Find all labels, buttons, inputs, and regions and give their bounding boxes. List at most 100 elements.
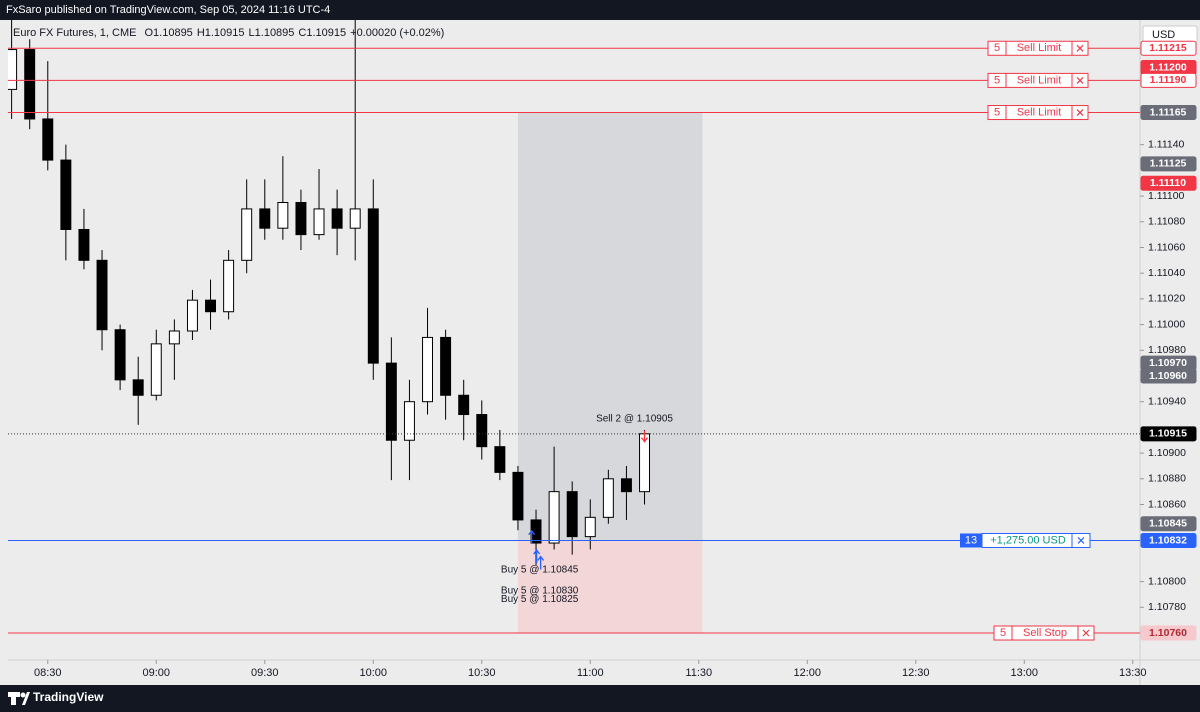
legend-open: O1.10895 (144, 27, 192, 39)
x-tick-label: 13:30 (1119, 667, 1147, 679)
price-badge (1140, 516, 1197, 532)
header-bar (0, 0, 1200, 20)
candle-body (458, 394, 470, 416)
candle-body (512, 471, 524, 521)
order-qty: 5 (994, 106, 1000, 118)
price-badge (1140, 40, 1197, 56)
buy-arrow (528, 529, 536, 544)
y-tick-label: 1.10940 (1148, 395, 1186, 407)
legend-high: H1.10915 (197, 27, 245, 39)
candle-body (8, 49, 18, 90)
candle-body (440, 336, 452, 396)
close-icon (1076, 76, 1084, 84)
order-type: Sell Limit (1017, 74, 1062, 86)
candle-body (313, 208, 325, 236)
y-tick-label: 1.10880 (1148, 473, 1186, 485)
logo (8, 692, 30, 705)
candle-body (78, 228, 90, 261)
price-badge (1140, 105, 1197, 121)
y-tick-label: 1.11100 (1148, 190, 1185, 202)
order-type: Sell Limit (1017, 42, 1062, 54)
legend-low: L1.10895 (249, 27, 295, 39)
x-tick-label: 12:30 (902, 667, 930, 679)
candle-body (566, 491, 578, 538)
close-icon (1077, 537, 1085, 544)
price-badge (1140, 156, 1197, 172)
candle-body (349, 208, 361, 229)
y-tick-label: 1.10780 (1148, 601, 1186, 613)
y-tick-label: 1.11080 (1148, 216, 1185, 228)
overlay: 5 Sell Limit 5 Sell Limit 5 Sell Limit 5 Sell S… (8, 27, 1140, 641)
price-badge-label: 1.11200 (1149, 61, 1187, 73)
sell-label: Sell 2 @ 1.10905 (596, 413, 673, 424)
price-badge-label: 1.10845 (1149, 518, 1187, 530)
x-tick-label: 10:30 (468, 667, 496, 679)
candle-body (150, 343, 162, 396)
position-pnl-box (981, 532, 1091, 548)
buy-arrow (533, 548, 541, 564)
candle-body (403, 401, 415, 441)
candle-body (295, 201, 307, 236)
order-box (987, 40, 1089, 56)
y-tick-label: 1.11140 (1148, 138, 1185, 150)
price-badge (1140, 625, 1197, 641)
buy-label: Buy 5 @ 1.10845 (501, 564, 579, 575)
price-badge-label: 1.11125 (1150, 158, 1187, 170)
position-qty: 13 (965, 534, 977, 546)
buy-label: Buy 5 @ 1.10825 (501, 594, 579, 605)
x-tick-label: 09:00 (143, 667, 171, 679)
sell-arrow (641, 430, 649, 443)
profit-zone (517, 112, 703, 541)
candle-body (385, 362, 397, 441)
x-tick-label: 08:30 (34, 667, 62, 679)
candle-body (277, 201, 289, 229)
buy-arrow (537, 555, 545, 570)
x-tick-label: 09:30 (251, 667, 279, 679)
price-badge (1140, 72, 1197, 88)
candle-body (60, 159, 72, 230)
loss-zone (517, 540, 703, 634)
header-text: FxSaro published on TradingView.com, Sep… (6, 4, 330, 16)
candle-body (241, 208, 253, 261)
price-badge-label: 1.10960 (1149, 370, 1187, 382)
legend-symbol: Euro FX Futures, 1, CME (13, 27, 136, 39)
close-icon (1082, 629, 1090, 637)
candle-body (96, 259, 108, 331)
order-qty: 5 (994, 74, 1000, 86)
candle-body (24, 49, 36, 120)
candle-body (114, 329, 126, 381)
price-badge-label: 1.11190 (1150, 74, 1187, 86)
candle-body (602, 478, 614, 518)
order-box (987, 72, 1089, 88)
legend-close: C1.10915 (298, 27, 346, 39)
candle-body (620, 478, 632, 493)
candle-body (422, 336, 434, 403)
price-badge-label: 1.10832 (1149, 534, 1187, 546)
candle-body (205, 299, 217, 313)
x-tick-label: 13:00 (1011, 667, 1039, 679)
order-box (993, 625, 1095, 641)
candle-body (186, 299, 198, 332)
candle-body (584, 516, 596, 538)
candle-body (223, 259, 235, 313)
order-qty: 5 (994, 42, 1000, 54)
y-tick-label: 1.10800 (1148, 575, 1186, 587)
footer-bar (0, 685, 1200, 712)
price-badge-label: 1.11215 (1149, 42, 1187, 54)
price-badge-label: 1.10760 (1149, 627, 1187, 639)
order-qty: 5 (1000, 627, 1006, 639)
buy-label: Buy 5 @ 1.10830 (501, 586, 579, 597)
y-tick-label: 1.11020 (1148, 293, 1185, 305)
x-tick-label: 12:00 (794, 667, 822, 679)
candle-body (494, 446, 506, 473)
price-badge (1140, 426, 1197, 442)
price-badge-label: 1.11110 (1150, 177, 1186, 189)
price-badge-label: 1.10970 (1149, 357, 1187, 369)
candle-body (548, 491, 560, 544)
candle-body (42, 118, 54, 161)
x-tick-label: 11:00 (577, 667, 604, 679)
close-icon (1076, 44, 1084, 52)
y-tick-label: 1.11000 (1148, 318, 1185, 330)
candle-body (331, 208, 343, 229)
